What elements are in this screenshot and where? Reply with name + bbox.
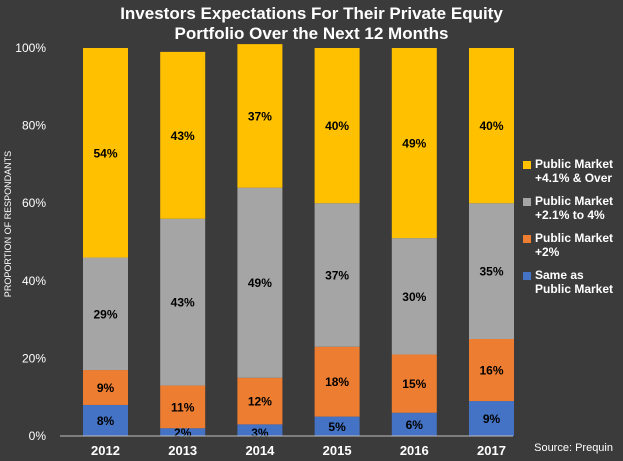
x-tick-label: 2013 [168, 443, 197, 458]
data-label: 37% [325, 268, 349, 282]
legend-label-line: +2% [535, 245, 560, 259]
y-tick-label: 100% [15, 41, 46, 55]
bar-segment [160, 428, 206, 436]
legend-item-2: Public Market +2% [521, 231, 623, 259]
data-label: 43% [171, 129, 195, 143]
bar-segment [391, 354, 437, 413]
x-tick-label: 2016 [400, 443, 429, 458]
bar-segment [237, 187, 283, 378]
chart-title-line-1: Investors Expectations For Their Private… [120, 4, 503, 23]
x-axis: 2012 2013 2014 2015 2016 2017 [60, 435, 513, 458]
legend-item-2to4: Public Market +2.1% to 4% [521, 194, 623, 222]
bar-segment [237, 424, 283, 436]
legend-item-4plus: Public Market +4.1% & Over [521, 157, 623, 185]
bar-segment [160, 51, 206, 219]
legend: Public Market +4.1% & Over Public Market… [521, 157, 623, 305]
legend-label-line: Public Market [535, 157, 614, 171]
data-label: 37% [248, 109, 272, 123]
legend-swatch [523, 161, 531, 169]
legend-item-same: Same as Public Market [521, 268, 623, 296]
x-tick-label: 2014 [245, 443, 275, 458]
y-axis: 0% 20% 40% 60% 80% 100% [15, 41, 46, 443]
bar-segment [469, 48, 514, 204]
bar-segment [160, 385, 206, 429]
bar-segment [314, 48, 360, 204]
data-label: 54% [93, 146, 117, 160]
bar-segment [469, 401, 514, 436]
data-label: 5% [328, 420, 346, 434]
data-label: 8% [97, 414, 115, 428]
bar-segment [314, 416, 360, 436]
x-tick-label: 2017 [477, 443, 506, 458]
bar-segment [314, 346, 360, 417]
legend-swatch [523, 235, 531, 243]
x-tick-label: 2015 [323, 443, 352, 458]
data-label: 16% [479, 364, 503, 378]
data-label: 9% [97, 381, 115, 395]
legend-label-line: +2.1% to 4% [535, 208, 605, 222]
y-axis-label: PROPORTION OF RESPONDANTS [3, 150, 13, 298]
data-label: 11% [171, 400, 195, 414]
data-label: 18% [325, 375, 349, 389]
bar-segment [83, 48, 128, 258]
bar-segment [469, 203, 514, 339]
data-label: 9% [483, 412, 501, 426]
bar-segment [469, 339, 514, 402]
data-label: 15% [402, 377, 426, 391]
bar-segment [391, 48, 437, 239]
data-label: 43% [171, 296, 195, 310]
data-label: 49% [248, 276, 272, 290]
legend-label-line: Public Market [535, 282, 614, 296]
data-label: 3% [251, 426, 269, 440]
y-tick-label: 0% [29, 429, 47, 443]
legend-label-line: Public Market [535, 231, 614, 245]
legend-label-line: Public Market [535, 194, 614, 208]
chart-title-line-2: Portfolio Over the Next 12 Months [174, 24, 449, 43]
bar-segment [237, 44, 283, 188]
legend-label-line: +4.1% & Over [535, 171, 613, 185]
bar-segment [237, 377, 283, 425]
y-tick-label: 20% [22, 351, 46, 365]
data-label: 12% [248, 395, 272, 409]
data-label: 40% [479, 119, 503, 133]
legend-label-line: Same as [535, 268, 584, 282]
bar-segment [83, 404, 128, 436]
data-label: 30% [402, 290, 426, 304]
legend-swatch [523, 198, 531, 206]
legend-swatch [523, 272, 531, 280]
data-label: 40% [325, 119, 349, 133]
chart-title: Investors Expectations For Their Private… [0, 4, 623, 44]
y-tick-label: 60% [22, 196, 46, 210]
data-label: 35% [479, 265, 503, 279]
x-tick-label: 2012 [91, 443, 120, 458]
data-label: 49% [402, 137, 426, 151]
y-tick-label: 40% [22, 274, 46, 288]
bar-segment [83, 257, 128, 371]
bar-segment [391, 412, 437, 436]
bar-segment [160, 218, 206, 386]
data-label: 6% [406, 418, 424, 432]
source-note: Source: Prequin [534, 442, 613, 454]
bar-segment [314, 203, 360, 347]
bar-segment [83, 370, 128, 405]
bars: 8%9%29%54%2%11%43%43%3%12%49%37%5%18%37%… [83, 44, 514, 440]
y-tick-label: 80% [22, 119, 46, 133]
data-label: 29% [93, 307, 117, 321]
bar-segment [391, 238, 437, 355]
